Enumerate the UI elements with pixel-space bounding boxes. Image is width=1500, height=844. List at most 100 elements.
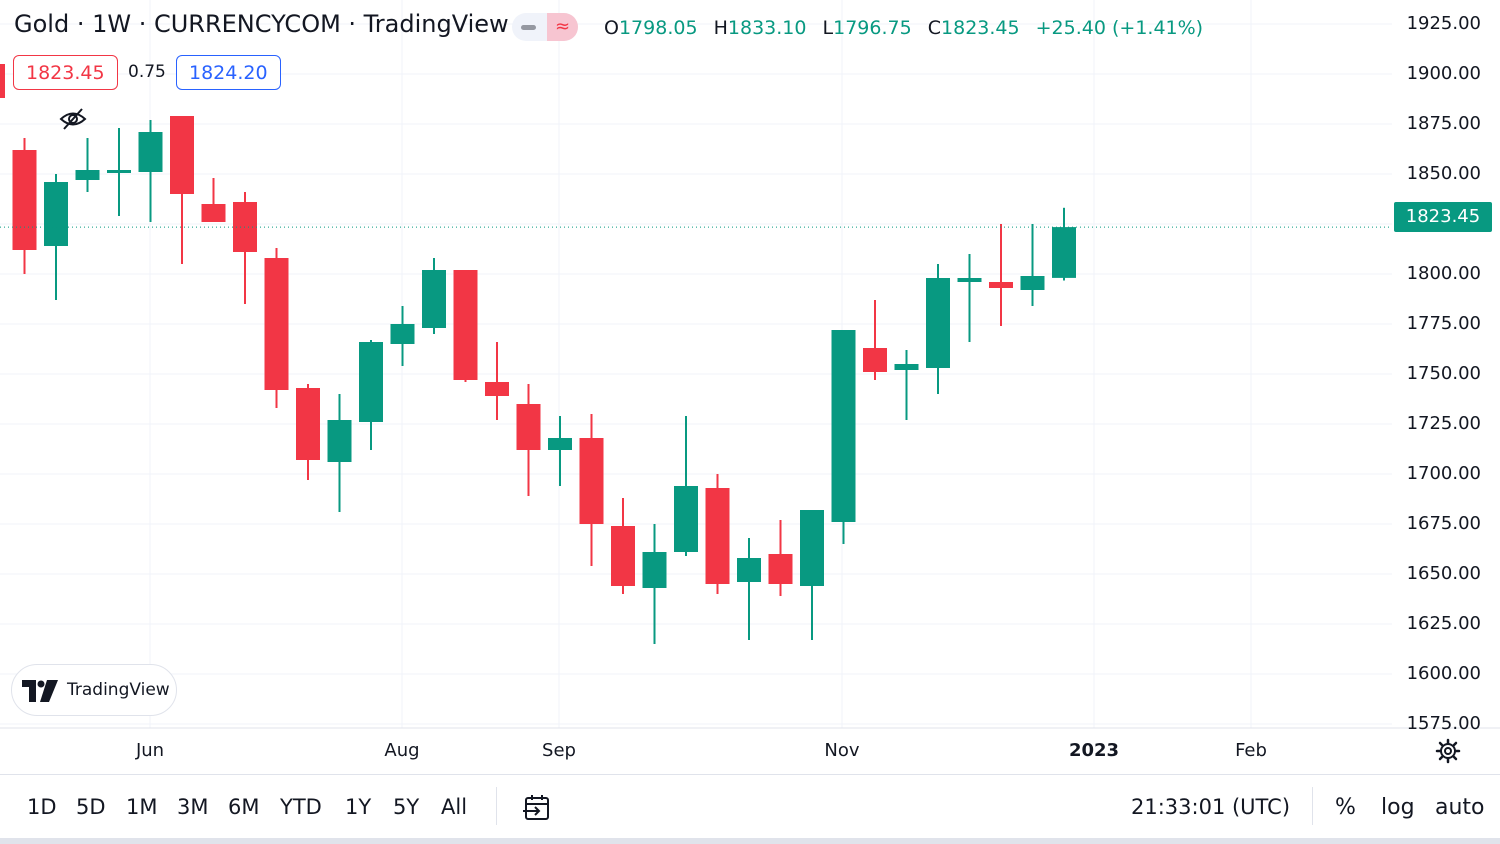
price-tick-label: 1800.00 <box>1406 263 1481 284</box>
candle <box>296 384 320 480</box>
divider <box>496 787 497 825</box>
range-button-1y[interactable]: 1Y <box>345 795 372 819</box>
candle <box>12 138 37 274</box>
go-to-date-icon[interactable] <box>522 793 552 827</box>
divider <box>1312 787 1313 825</box>
range-button-6m[interactable]: 6M <box>228 795 260 819</box>
utc-clock[interactable]: 21:33:01 (UTC) <box>1131 795 1291 819</box>
price-tick-label: 1750.00 <box>1406 363 1481 384</box>
candle-body <box>453 270 478 380</box>
candle <box>737 538 761 640</box>
candle <box>201 178 226 222</box>
tradingview-logo-icon <box>22 680 58 702</box>
candle-body <box>516 404 541 450</box>
spread-value: 0.75 <box>128 62 166 82</box>
candle-body <box>170 116 194 194</box>
auto-scale-button[interactable]: auto <box>1435 795 1485 820</box>
candle-body <box>863 348 887 372</box>
low-value: 1796.75 <box>833 17 912 39</box>
price-tick-label: 1850.00 <box>1406 163 1481 184</box>
time-tick-label: Aug <box>384 740 420 761</box>
candle <box>359 340 383 450</box>
candle <box>989 224 1013 326</box>
candle <box>107 128 131 216</box>
candle <box>138 120 163 222</box>
candle-body <box>138 132 163 172</box>
range-button-5d[interactable]: 5D <box>76 795 106 819</box>
price-tick-label: 1650.00 <box>1406 563 1481 584</box>
gear-icon[interactable] <box>1435 738 1461 768</box>
candle-body <box>44 182 68 246</box>
time-tick-label: 2023 <box>1068 740 1120 761</box>
sell-button[interactable]: 1823.45 <box>13 55 118 90</box>
watermark-label: TradingView <box>67 680 170 700</box>
wave-icon: ≈ <box>547 13 578 41</box>
candle-body <box>1020 276 1045 290</box>
candle-body <box>390 324 415 344</box>
candle <box>264 248 289 408</box>
candle-body <box>548 438 572 450</box>
candle-body <box>579 438 604 524</box>
candle <box>674 416 698 556</box>
log-scale-button[interactable]: log <box>1381 795 1415 820</box>
change-value: +25.40 (+1.41%) <box>1035 17 1204 39</box>
candle-body <box>926 278 950 368</box>
candle-body <box>831 330 856 522</box>
percent-scale-button[interactable]: % <box>1335 795 1356 820</box>
candle-body <box>359 342 383 422</box>
range-button-1d[interactable]: 1D <box>27 795 57 819</box>
candle-body <box>12 150 37 250</box>
bottom-toolbar: 1D 5D 1M 3M 6M YTD 1Y 5Y All 21:33:01 (UTC) % lo… <box>0 774 1500 839</box>
time-tick-label: Nov <box>824 740 860 761</box>
range-button-1m[interactable]: 1M <box>126 795 158 819</box>
open-value: 1798.05 <box>618 17 698 39</box>
grid-lines <box>0 0 1392 728</box>
time-tick-label: Sep <box>542 740 576 761</box>
candle-body <box>705 488 730 584</box>
candle <box>548 416 572 486</box>
range-button-5y[interactable]: 5Y <box>393 795 420 819</box>
candle <box>926 264 950 394</box>
candle <box>705 474 730 594</box>
ohlc-legend: O1798.05 H1833.10 L1796.75 C1823.45 +25.… <box>604 17 1203 39</box>
range-button-3m[interactable]: 3M <box>177 795 209 819</box>
candle <box>44 174 68 300</box>
price-tick-label: 1625.00 <box>1406 613 1481 634</box>
open-label: O <box>604 17 619 39</box>
range-button-ytd[interactable]: YTD <box>280 795 322 819</box>
time-tick-label: Jun <box>135 740 165 761</box>
candle <box>516 384 541 496</box>
price-tick-label: 1600.00 <box>1406 663 1481 684</box>
price-tick-label: 1675.00 <box>1406 513 1481 534</box>
candle-body <box>894 364 919 370</box>
candle-body <box>296 388 320 460</box>
candle <box>485 342 509 420</box>
candle <box>579 414 604 566</box>
legend-toggle[interactable]: ≈ <box>512 13 578 41</box>
candles <box>12 116 1076 644</box>
candle <box>894 350 919 420</box>
price-tick-label: 1775.00 <box>1406 313 1481 334</box>
candle <box>831 330 856 544</box>
range-button-all[interactable]: All <box>441 795 468 819</box>
candle <box>863 300 887 380</box>
candle-body <box>737 558 761 582</box>
candle <box>611 498 635 594</box>
candle <box>327 394 352 512</box>
high-label: H <box>713 17 728 39</box>
candle-body <box>957 278 982 282</box>
candle <box>170 116 194 264</box>
footer-strip <box>0 838 1500 844</box>
tradingview-watermark[interactable]: TradingView <box>11 664 177 716</box>
minus-icon <box>521 25 536 30</box>
price-tick-label: 1575.00 <box>1406 713 1481 734</box>
price-tick-label: 1900.00 <box>1406 63 1481 84</box>
candle <box>768 520 793 596</box>
candle-body <box>107 170 131 173</box>
price-tick-label: 1725.00 <box>1406 413 1481 434</box>
hide-eye-icon[interactable] <box>58 104 88 138</box>
buy-button[interactable]: 1824.20 <box>176 55 281 90</box>
candle <box>642 524 667 644</box>
symbol-title[interactable]: Gold · 1W · CURRENCYCOM · TradingView <box>14 10 509 38</box>
